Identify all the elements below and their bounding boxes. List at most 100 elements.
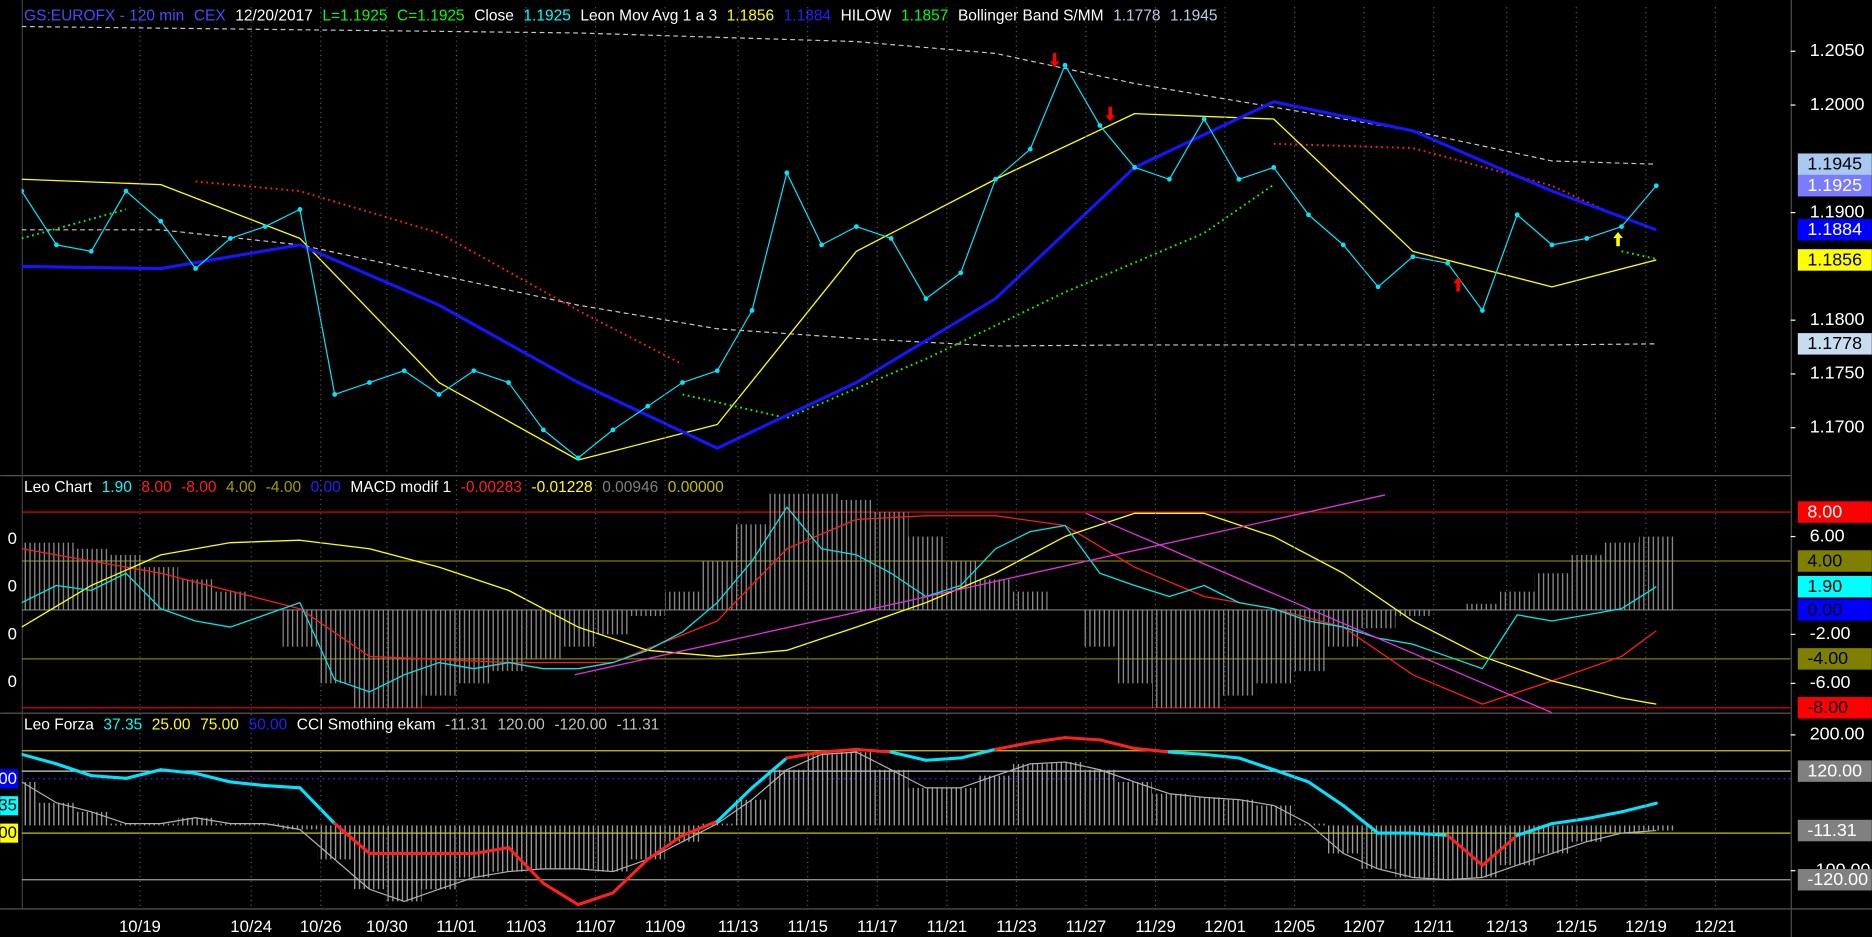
histogram-bar (630, 609, 666, 617)
series-line (21, 183, 1657, 420)
data-point (1375, 284, 1381, 290)
value-box (1797, 819, 1872, 842)
data-point (1480, 308, 1485, 313)
line-segment (820, 747, 858, 754)
data-point (645, 403, 651, 409)
y-tick-label: 1.2000 (1810, 94, 1865, 114)
line-segment (680, 819, 719, 837)
data-point (297, 206, 303, 212)
line-segment (576, 891, 615, 907)
data-point (958, 270, 964, 276)
histogram-bar (1012, 763, 1048, 826)
histogram-bar (21, 781, 40, 826)
histogram-bar (352, 609, 387, 708)
histogram-bar (73, 548, 109, 610)
header-item: 0.00946 (602, 479, 658, 496)
histogram-bar (1152, 609, 1187, 708)
left-box-label: 00 (0, 769, 17, 788)
line-segment (263, 784, 302, 790)
line-segment (1341, 803, 1380, 835)
line-segment (1619, 801, 1658, 814)
header-item: Close (474, 8, 514, 25)
data-point (123, 188, 129, 194)
value-box-label: 1.90 (1807, 576, 1842, 596)
line-segment (541, 881, 580, 907)
x-tick-label: 10/24 (230, 917, 272, 936)
left-box (0, 672, 19, 692)
line-segment (854, 747, 893, 754)
value-box-label: 0.00 (1807, 599, 1842, 619)
data-point (88, 248, 94, 254)
data-point (1271, 165, 1277, 170)
series-line (21, 64, 1657, 459)
x-tick-label: 11/29 (1135, 917, 1176, 936)
header-item: 1.1778 (1113, 8, 1160, 25)
signal-arrow (1049, 53, 1060, 68)
value-box-label: 4.00 (1807, 550, 1842, 570)
x-tick-label: 11/15 (787, 917, 828, 936)
line-segment (159, 768, 198, 775)
histogram-bar (1569, 554, 1605, 610)
header-item: -0.01228 (531, 479, 592, 496)
left-box (0, 529, 19, 549)
line-segment (1028, 736, 1067, 745)
value-box (1797, 575, 1872, 598)
histogram-bar (178, 817, 213, 826)
histogram-bar (143, 823, 179, 826)
histogram-bar (804, 754, 839, 826)
histogram-bar (734, 524, 770, 610)
value-box (1797, 249, 1872, 271)
line-segment (1480, 833, 1519, 867)
data-point (819, 242, 824, 248)
header-item: 1.1945 (1170, 8, 1217, 25)
histogram-bar (1569, 825, 1605, 842)
x-tick-label: 11/09 (645, 917, 686, 936)
value-box-label: -120.00 (1807, 869, 1868, 889)
x-tick-label: 11/21 (927, 917, 968, 936)
panel-header: Leo Chart 1.90 8.00 -8.00 4.00 -4.00 0.00 MACD … (24, 479, 724, 496)
data-point (158, 218, 164, 224)
value-box-label: 1.1945 (1807, 154, 1862, 174)
data-point (853, 224, 859, 229)
value-box (1797, 219, 1872, 241)
value-box (1797, 760, 1872, 782)
data-point (367, 380, 372, 385)
histogram-bar (1082, 609, 1118, 647)
left-box-label: 00 (0, 823, 17, 842)
header-item: 25.00 (152, 717, 191, 734)
header-item: 8.00 (141, 479, 172, 496)
x-tick-label: 12/21 (1695, 917, 1737, 936)
value-box (1797, 599, 1872, 621)
x-tick-label: 12/11 (1413, 917, 1454, 936)
x-tick-label: 11/27 (1066, 917, 1107, 936)
histogram-bar (769, 493, 805, 610)
data-point (1062, 62, 1068, 68)
line-segment (1446, 833, 1484, 867)
histogram-bar (1047, 762, 1083, 826)
line-segment (194, 771, 232, 784)
line-segment (124, 768, 163, 780)
data-point (1167, 176, 1172, 182)
line-segment (785, 750, 824, 760)
histogram-bar (421, 609, 457, 696)
value-box-label: 1.1778 (1807, 333, 1862, 353)
line-segment (507, 846, 545, 885)
y-tick-label: 1.1900 (1810, 201, 1865, 221)
y-tick-label: -2.00 (1810, 623, 1851, 643)
header-item: 1.1857 (901, 8, 948, 25)
series-line (21, 506, 1657, 693)
histogram-bar (665, 825, 700, 842)
histogram-bar (1325, 825, 1361, 854)
value-box (1797, 333, 1872, 355)
left-box (0, 624, 19, 644)
x-tick-label: 11/07 (575, 917, 616, 936)
left-box-label: 0 (8, 529, 17, 548)
left-box (0, 823, 19, 843)
histogram-bar (1082, 769, 1118, 826)
value-box (1797, 697, 1872, 719)
header-item: Leon Mov Avg 1 a 3 (580, 8, 717, 25)
left-box-label: 0 (8, 577, 17, 596)
histogram-bar (978, 775, 1013, 826)
